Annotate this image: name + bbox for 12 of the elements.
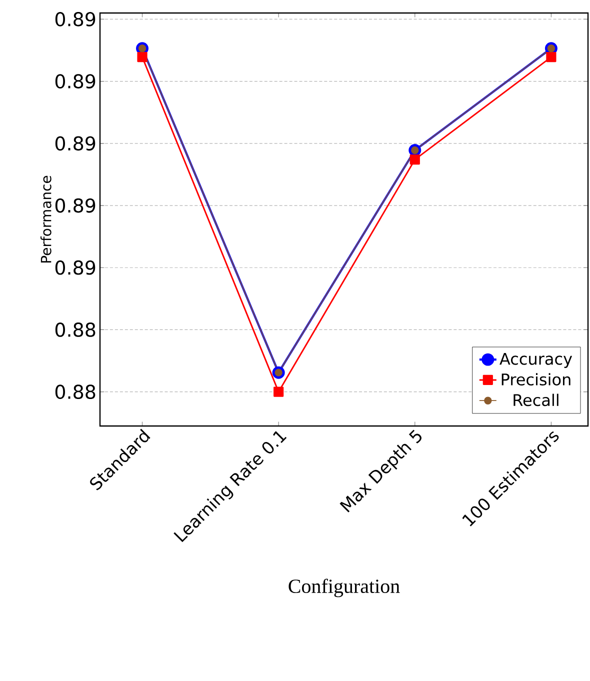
y-tick-label: 0.89 bbox=[55, 12, 96, 26]
y-tick-label: 0.89 bbox=[55, 136, 96, 151]
legend-label: Precision bbox=[502, 373, 570, 386]
legend-label: Accuracy bbox=[500, 352, 572, 368]
y-axis-title: Performance bbox=[40, 176, 52, 262]
y-tick-label: 0.89 bbox=[55, 74, 96, 88]
y-tick-label: 0.89 bbox=[55, 260, 96, 275]
y-tick-label: 0.88 bbox=[55, 322, 96, 337]
y-tick-label: 0.88 bbox=[55, 384, 96, 400]
legend-label: Recall bbox=[514, 394, 558, 406]
y-tick-label: 0.89 bbox=[55, 198, 96, 213]
x-axis-title: Configuration bbox=[288, 578, 400, 598]
